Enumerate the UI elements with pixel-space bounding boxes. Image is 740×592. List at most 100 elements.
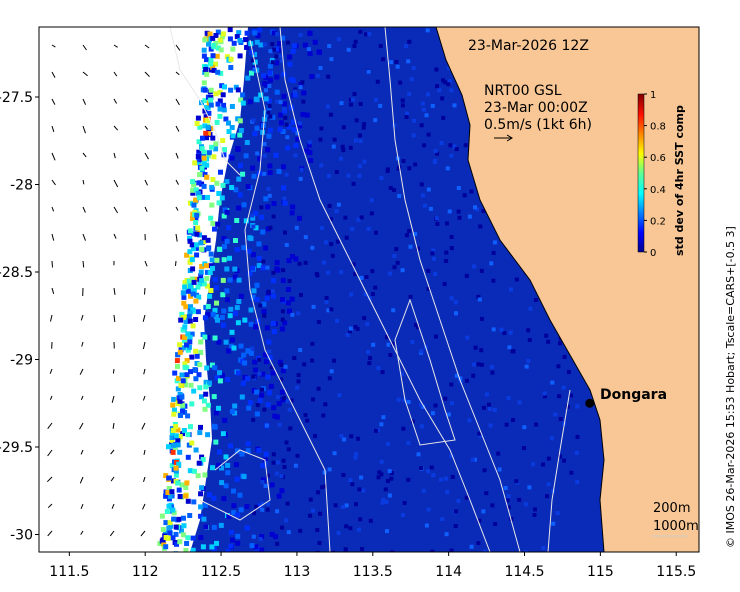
sst-pixel [413, 162, 418, 167]
sst-pixel [233, 84, 239, 90]
sst-pixel [210, 311, 216, 317]
sst-pixel [553, 412, 558, 417]
sst-pixel [467, 418, 472, 423]
sst-pixel [217, 113, 223, 119]
sst-pixel [190, 307, 196, 313]
sst-pixel [319, 163, 324, 168]
sst-pixel [443, 396, 448, 401]
sst-pixel [224, 179, 230, 185]
sst-pixel [392, 265, 397, 270]
sst-pixel [271, 460, 276, 465]
sst-pixel [218, 169, 223, 175]
sst-pixel [189, 440, 195, 446]
sst-pixel [387, 469, 392, 474]
sst-pixel [449, 454, 454, 459]
sst-pixel [220, 431, 226, 437]
sst-pixel [196, 294, 202, 300]
current-vector [110, 476, 115, 482]
sst-pixel [339, 434, 344, 439]
sst-pixel [187, 318, 193, 324]
sst-pixel [391, 308, 396, 313]
sst-pixel [173, 524, 179, 530]
sst-pixel [247, 271, 253, 277]
sst-pixel [228, 306, 234, 312]
sst-pixel [207, 31, 213, 37]
current-vector [142, 314, 146, 322]
sst-pixel [235, 320, 241, 326]
sst-pixel [196, 157, 202, 163]
current-vector [79, 422, 84, 430]
sst-pixel [166, 444, 171, 450]
sst-pixel [416, 325, 420, 330]
sst-pixel [191, 499, 197, 505]
current-vector [141, 422, 146, 430]
ocean-data-area [190, 27, 604, 552]
sst-pixel [546, 456, 551, 461]
sst-pixel [454, 311, 458, 316]
sst-pixel [234, 34, 240, 40]
sst-pixel [426, 92, 431, 97]
sst-pixel [421, 404, 426, 409]
sst-pixel [171, 478, 176, 484]
sst-pixel [252, 67, 257, 72]
sst-pixel [274, 54, 279, 59]
sst-pixel [193, 245, 199, 251]
sst-pixel [194, 361, 200, 366]
current-vector [82, 125, 86, 134]
sst-pixel [266, 339, 272, 345]
sst-pixel [283, 364, 288, 369]
sst-pixel [550, 380, 555, 385]
sst-pixel [236, 30, 242, 36]
sst-pixel [285, 135, 290, 140]
sst-pixel [437, 88, 442, 93]
sst-pixel [275, 99, 280, 104]
sst-pixel [348, 329, 352, 334]
sst-pixel [532, 513, 537, 517]
sst-pixel [197, 124, 203, 130]
sst-pixel [259, 392, 265, 398]
sst-pixel [277, 422, 282, 427]
sst-pixel [175, 442, 181, 448]
sst-pixel [467, 214, 472, 219]
sst-pixel [281, 71, 287, 77]
sst-pixel [303, 413, 308, 418]
sst-pixel [197, 362, 203, 368]
sst-pixel [169, 437, 175, 443]
sst-pixel [173, 468, 179, 474]
current-vector [175, 260, 177, 266]
sst-pixel [200, 194, 205, 200]
sst-pixel [163, 520, 169, 526]
sst-pixel [194, 242, 200, 248]
x-tick-label: 112 [132, 564, 159, 580]
sst-pixel [200, 135, 205, 141]
plot-frame [38, 26, 700, 553]
sst-pixel [379, 422, 384, 427]
sst-pixel [274, 266, 280, 272]
sst-pixel [201, 53, 207, 59]
sst-pixel [251, 288, 257, 294]
sst-pixel [275, 509, 280, 514]
sst-pixel [216, 405, 221, 411]
sst-pixel [260, 480, 265, 484]
sst-pixel [255, 403, 260, 408]
sst-pixel [479, 362, 484, 367]
sst-pixel [569, 470, 574, 475]
y-tick-label: -28.5 [0, 265, 33, 281]
sst-pixel [385, 168, 390, 173]
sst-pixel [190, 535, 196, 541]
sst-pixel [390, 550, 395, 552]
sst-pixel [238, 293, 244, 299]
sst-pixel [211, 524, 217, 530]
sst-pixel [457, 215, 462, 220]
sst-pixel [252, 52, 258, 57]
sst-pixel [241, 352, 247, 358]
sst-pixel [433, 403, 438, 408]
sst-pixel [250, 294, 256, 300]
sst-pixel [244, 525, 250, 531]
sst-pixel [322, 260, 327, 265]
sst-pixel [243, 153, 249, 159]
sst-pixel [295, 136, 301, 142]
sst-pixel [194, 353, 200, 359]
current-vector [113, 287, 116, 295]
sst-pixel [181, 515, 186, 521]
